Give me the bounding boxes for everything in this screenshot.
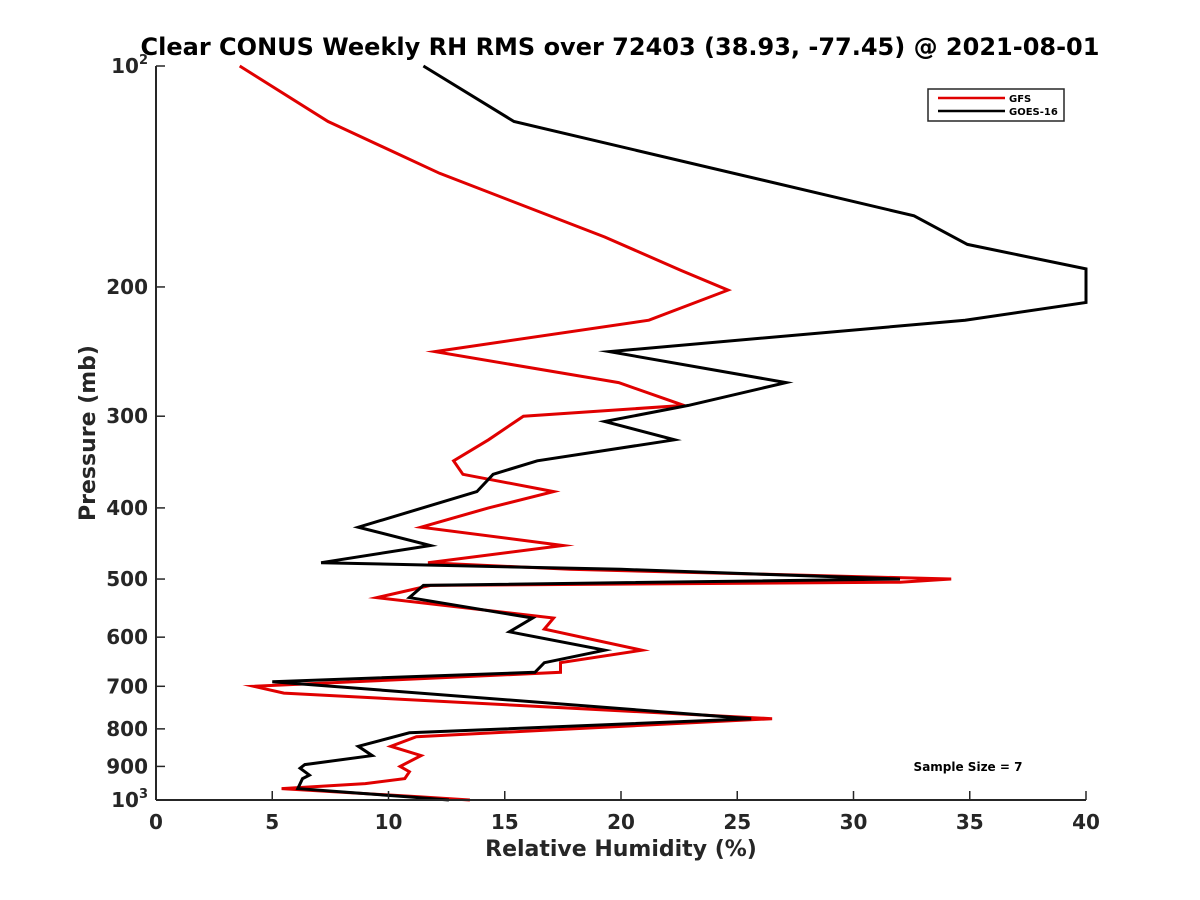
series-line-goes16 (272, 64, 1088, 802)
x-axis-ticks: 0 5 10 15 20 25 30 35 40 (149, 791, 1100, 834)
legend-label-goes16: GOES-16 (1009, 107, 1058, 118)
y-axis-ticks: 102 200 300 400 500 600 700 800 900 103 (106, 53, 165, 812)
y-tick-label: 700 (106, 674, 148, 698)
legend-label-gfs: GFS (1009, 94, 1031, 105)
y-tick-label: 102 (111, 53, 148, 78)
y-tick-label: 400 (106, 496, 148, 520)
x-axis-label: Relative Humidity (%) (485, 837, 757, 862)
y-tick-label: 800 (106, 717, 148, 741)
y-tick-label: 200 (106, 275, 148, 299)
x-tick-label: 10 (375, 810, 403, 834)
plot-background (156, 66, 1086, 800)
series-layer (238, 64, 1088, 802)
x-tick-label: 0 (149, 810, 163, 834)
y-axis-label: Pressure (mb) (76, 345, 101, 521)
series-line-gfs (238, 64, 952, 802)
legend-box (927, 88, 1065, 122)
sample-size-annotation: Sample Size = 7 (914, 760, 1023, 774)
x-tick-label: 5 (265, 810, 279, 834)
x-tick-label: 40 (1072, 810, 1100, 834)
y-tick-label: 500 (106, 567, 148, 591)
y-tick-label: 600 (106, 625, 148, 649)
y-tick-label: 103 (111, 787, 148, 812)
legend: GFS GOES-16 (927, 88, 1065, 122)
x-tick-label: 35 (956, 810, 984, 834)
x-tick-label: 25 (723, 810, 751, 834)
plot-area: 0 5 10 15 20 25 30 35 40 102 200 300 400 500 600 700 80… (106, 53, 1100, 834)
chart-title: Clear CONUS Weekly RH RMS over 72403 (38… (141, 33, 1100, 61)
x-tick-label: 20 (607, 810, 635, 834)
y-tick-label: 300 (106, 404, 148, 428)
x-tick-label: 30 (840, 810, 868, 834)
y-tick-label: 900 (106, 754, 148, 778)
x-tick-label: 15 (491, 810, 519, 834)
